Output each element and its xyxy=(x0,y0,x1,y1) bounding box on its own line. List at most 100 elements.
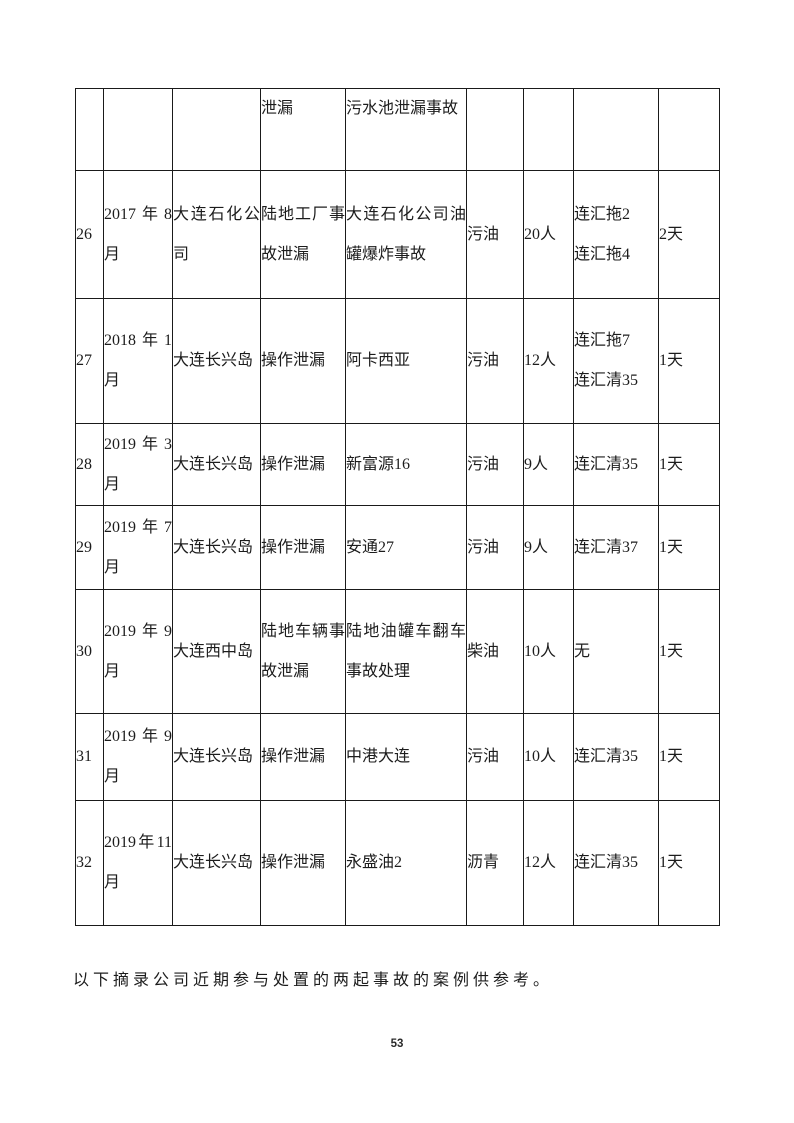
cell-text: 操作泄漏 xyxy=(261,352,326,369)
table-cell: 32 xyxy=(75,800,104,926)
cell-text: 大连石化公司油罐爆炸事故 xyxy=(346,205,466,263)
cell-text: 12人 xyxy=(524,352,557,369)
cell-text: 2018年1月 xyxy=(104,332,172,389)
table-row: 32 2019年11月 大连长兴岛 操作泄漏 永盛油2 沥青 12人 连汇清35 1天 xyxy=(75,800,720,926)
cell-text: 28 xyxy=(76,455,93,473)
page-number: 53 xyxy=(390,1038,404,1050)
cell-text: 大连长兴岛 xyxy=(173,455,254,473)
table-cell xyxy=(172,88,261,171)
table-cell xyxy=(523,88,574,171)
table-cell: 2019年9月 xyxy=(103,713,173,801)
cell-text: 污油 xyxy=(467,352,500,369)
table-cell: 连汇拖7 连汇清35 xyxy=(573,298,659,424)
table-cell: 2019年11月 xyxy=(103,800,173,926)
cell-text: 12人 xyxy=(524,854,557,871)
table-row: 泄漏 污水池泄漏事故 xyxy=(75,88,720,171)
table-cell: 1天 xyxy=(658,713,720,801)
cell-text: 29 xyxy=(76,538,93,556)
table-cell: 大连长兴岛 xyxy=(172,505,261,590)
cell-text: 2019年3月 xyxy=(104,435,172,493)
table-cell: 2018年1月 xyxy=(103,298,173,424)
table-row: 26 2017年8月 大连石化公司 陆地工厂事故泄漏 大连石化公司油罐爆炸事故 污油 20人… xyxy=(75,170,720,299)
table-row: 28 2019年3月 大连长兴岛 操作泄漏 新富源16 污油 9人 连汇清35 1天 xyxy=(75,423,720,506)
cell-text: 31 xyxy=(76,748,93,765)
table-cell xyxy=(75,88,104,171)
cell-text: 2019年9月 xyxy=(104,728,172,785)
cell-text: 连汇清35 xyxy=(574,854,639,871)
table-cell: 陆地工厂事故泄漏 xyxy=(260,170,346,299)
table-cell: 30 xyxy=(75,589,104,714)
cell-text: 操作泄漏 xyxy=(261,748,326,765)
table-cell: 陆地车辆事故泄漏 xyxy=(260,589,346,714)
cell-text: 27 xyxy=(76,352,93,369)
table-cell: 污油 xyxy=(466,423,524,506)
cell-text: 安通27 xyxy=(346,538,395,556)
table-cell xyxy=(466,88,524,171)
cell-text: 大连长兴岛 xyxy=(173,352,254,369)
cell-text: 2019年11月 xyxy=(104,834,172,891)
table-cell: 2019年3月 xyxy=(103,423,173,506)
table-cell: 大连西中岛 xyxy=(172,589,261,714)
table-cell: 1天 xyxy=(658,423,720,506)
table-cell: 阿卡西亚 xyxy=(345,298,467,424)
table-cell: 操作泄漏 xyxy=(260,423,346,506)
table-cell: 污油 xyxy=(466,505,524,590)
cell-text: 陆地车辆事故泄漏 xyxy=(261,622,345,680)
cell-text: 新富源16 xyxy=(346,455,411,473)
table-cell: 1天 xyxy=(658,298,720,424)
cell-text: 10人 xyxy=(524,642,557,660)
cell-text: 大连西中岛 xyxy=(173,642,254,660)
table-cell: 污油 xyxy=(466,170,524,299)
cell-text: 污水池泄漏事故 xyxy=(346,100,459,117)
table-cell: 操作泄漏 xyxy=(260,713,346,801)
table-cell: 操作泄漏 xyxy=(260,505,346,590)
cell-text: 中港大连 xyxy=(346,748,411,765)
cell-text: 连汇拖7 xyxy=(574,332,631,349)
table-cell: 永盛油2 xyxy=(345,800,467,926)
table-cell: 大连长兴岛 xyxy=(172,298,261,424)
table-cell: 31 xyxy=(75,713,104,801)
table-cell: 连汇拖2 连汇拖4 xyxy=(573,170,659,299)
cell-text: 1天 xyxy=(659,455,684,473)
table-cell: 27 xyxy=(75,298,104,424)
table-cell: 9人 xyxy=(523,423,574,506)
table-cell: 2017年8月 xyxy=(103,170,173,299)
cell-text: 连汇清37 xyxy=(574,538,639,556)
table-cell: 1天 xyxy=(658,800,720,926)
table-cell: 陆地油罐车翻车事故处理 xyxy=(345,589,467,714)
table-cell: 操作泄漏 xyxy=(260,298,346,424)
cell-text: 30 xyxy=(76,642,93,660)
cell-text: 连汇清35 xyxy=(574,748,639,765)
incident-table-body: 泄漏 污水池泄漏事故 26 2017年8月 大连石化公司 陆地工厂事故泄漏 大连石化公司油罐… xyxy=(75,88,720,926)
table-cell: 9人 xyxy=(523,505,574,590)
cell-text: 9人 xyxy=(524,455,549,473)
cell-text: 阿卡西亚 xyxy=(346,352,411,369)
table-cell: 安通27 xyxy=(345,505,467,590)
table-cell: 新富源16 xyxy=(345,423,467,506)
cell-text: 沥青 xyxy=(467,854,500,871)
cell-text: 无 xyxy=(574,642,591,660)
table-cell: 污油 xyxy=(466,298,524,424)
cell-text: 2017年8月 xyxy=(104,205,172,263)
table-cell: 连汇清35 xyxy=(573,713,659,801)
cell-text: 大连长兴岛 xyxy=(173,538,254,556)
table-cell: 大连石化公司 xyxy=(172,170,261,299)
cell-text: 泄漏 xyxy=(261,100,294,117)
table-cell xyxy=(573,88,659,171)
table-cell: 2天 xyxy=(658,170,720,299)
cell-text: 连汇拖4 xyxy=(574,245,631,263)
cell-text: 1天 xyxy=(659,538,684,556)
table-cell: 污水池泄漏事故 xyxy=(345,88,467,171)
cell-text: 2019年9月 xyxy=(104,622,172,680)
cell-text: 柴油 xyxy=(467,642,500,660)
cell-text: 2天 xyxy=(659,225,684,243)
cell-text: 污油 xyxy=(467,225,500,243)
cell-text: 操作泄漏 xyxy=(261,455,326,473)
table-cell: 1天 xyxy=(658,505,720,590)
table-cell: 10人 xyxy=(523,713,574,801)
table-cell: 10人 xyxy=(523,589,574,714)
table-cell: 连汇清37 xyxy=(573,505,659,590)
table-cell: 2019年7月 xyxy=(103,505,173,590)
cell-text: 1天 xyxy=(659,642,684,660)
